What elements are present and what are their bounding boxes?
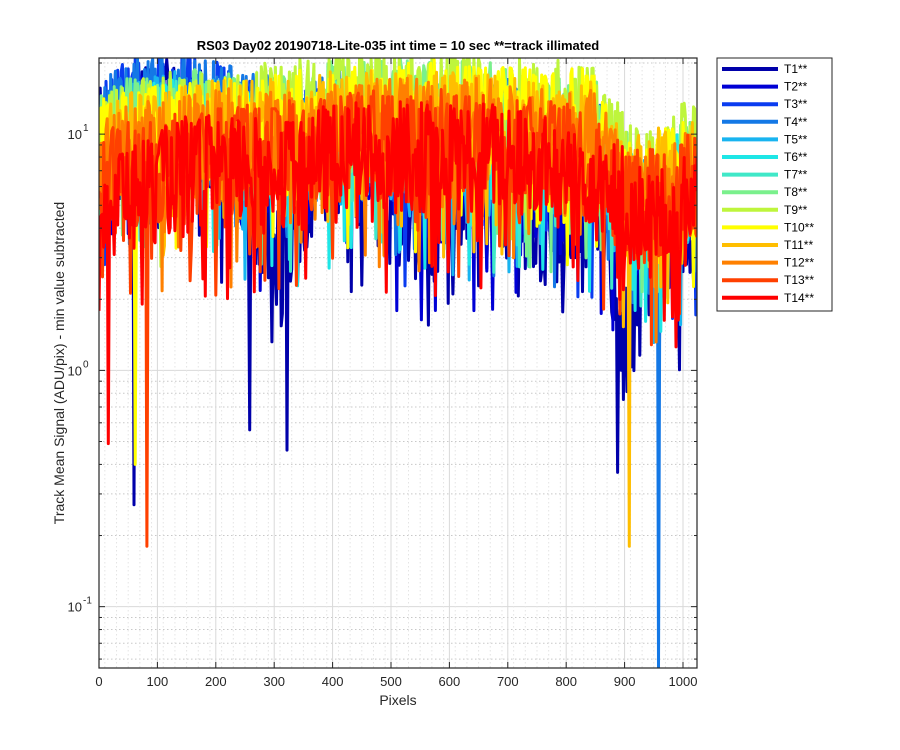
legend-label-7: T7** <box>784 168 808 182</box>
legend-label-5: T5** <box>784 132 808 146</box>
legend-label-13: T13** <box>784 273 814 287</box>
chart-title: RS03 Day02 20190718-Lite-035 int time = … <box>197 38 600 53</box>
legend-label-1: T1** <box>784 62 808 76</box>
legend-box <box>716 57 833 312</box>
legend-label-3: T3** <box>784 97 808 111</box>
x-tick-label: 400 <box>322 674 344 689</box>
y-axis-label: Track Mean Signal (ADU/pix) - min value … <box>51 202 67 524</box>
y-tick-label: 10 <box>68 127 82 142</box>
x-tick-label: 800 <box>555 674 577 689</box>
x-tick-label: 700 <box>497 674 519 689</box>
x-tick-label: 900 <box>614 674 636 689</box>
x-axis-label: Pixels <box>379 692 416 708</box>
legend: T1** T2** T3** T4** T5** T6** T7** T8** T9** T10*… <box>716 57 833 312</box>
axes-box <box>98 57 698 669</box>
y-tick-label: 10 <box>68 363 82 378</box>
legend-label-10: T10** <box>784 220 814 234</box>
x-tick-label: 200 <box>205 674 227 689</box>
x-tick-label: 0 <box>95 674 102 689</box>
legend-label-9: T9** <box>784 203 808 217</box>
series-line-14 <box>99 100 697 446</box>
legend-label-14: T14** <box>784 291 814 305</box>
y-tick-exponent: 1 <box>83 123 89 134</box>
legend-label-11: T11** <box>784 238 813 252</box>
x-tick-label: 1000 <box>669 674 698 689</box>
x-tick-label: 600 <box>439 674 461 689</box>
x-tick-label: 300 <box>263 674 285 689</box>
series-layer <box>99 58 697 668</box>
legend-label-8: T8** <box>784 185 808 199</box>
y-tick-exponent: 0 <box>83 359 89 370</box>
x-tick-label: 500 <box>380 674 402 689</box>
legend-label-6: T6** <box>784 150 808 164</box>
x-tick-label: 100 <box>147 674 169 689</box>
legend-label-4: T4** <box>784 115 808 129</box>
legend-label-12: T12** <box>784 256 814 270</box>
y-tick-label: 10 <box>68 600 82 615</box>
y-tick-exponent: -1 <box>83 596 92 607</box>
legend-label-2: T2** <box>784 80 808 94</box>
